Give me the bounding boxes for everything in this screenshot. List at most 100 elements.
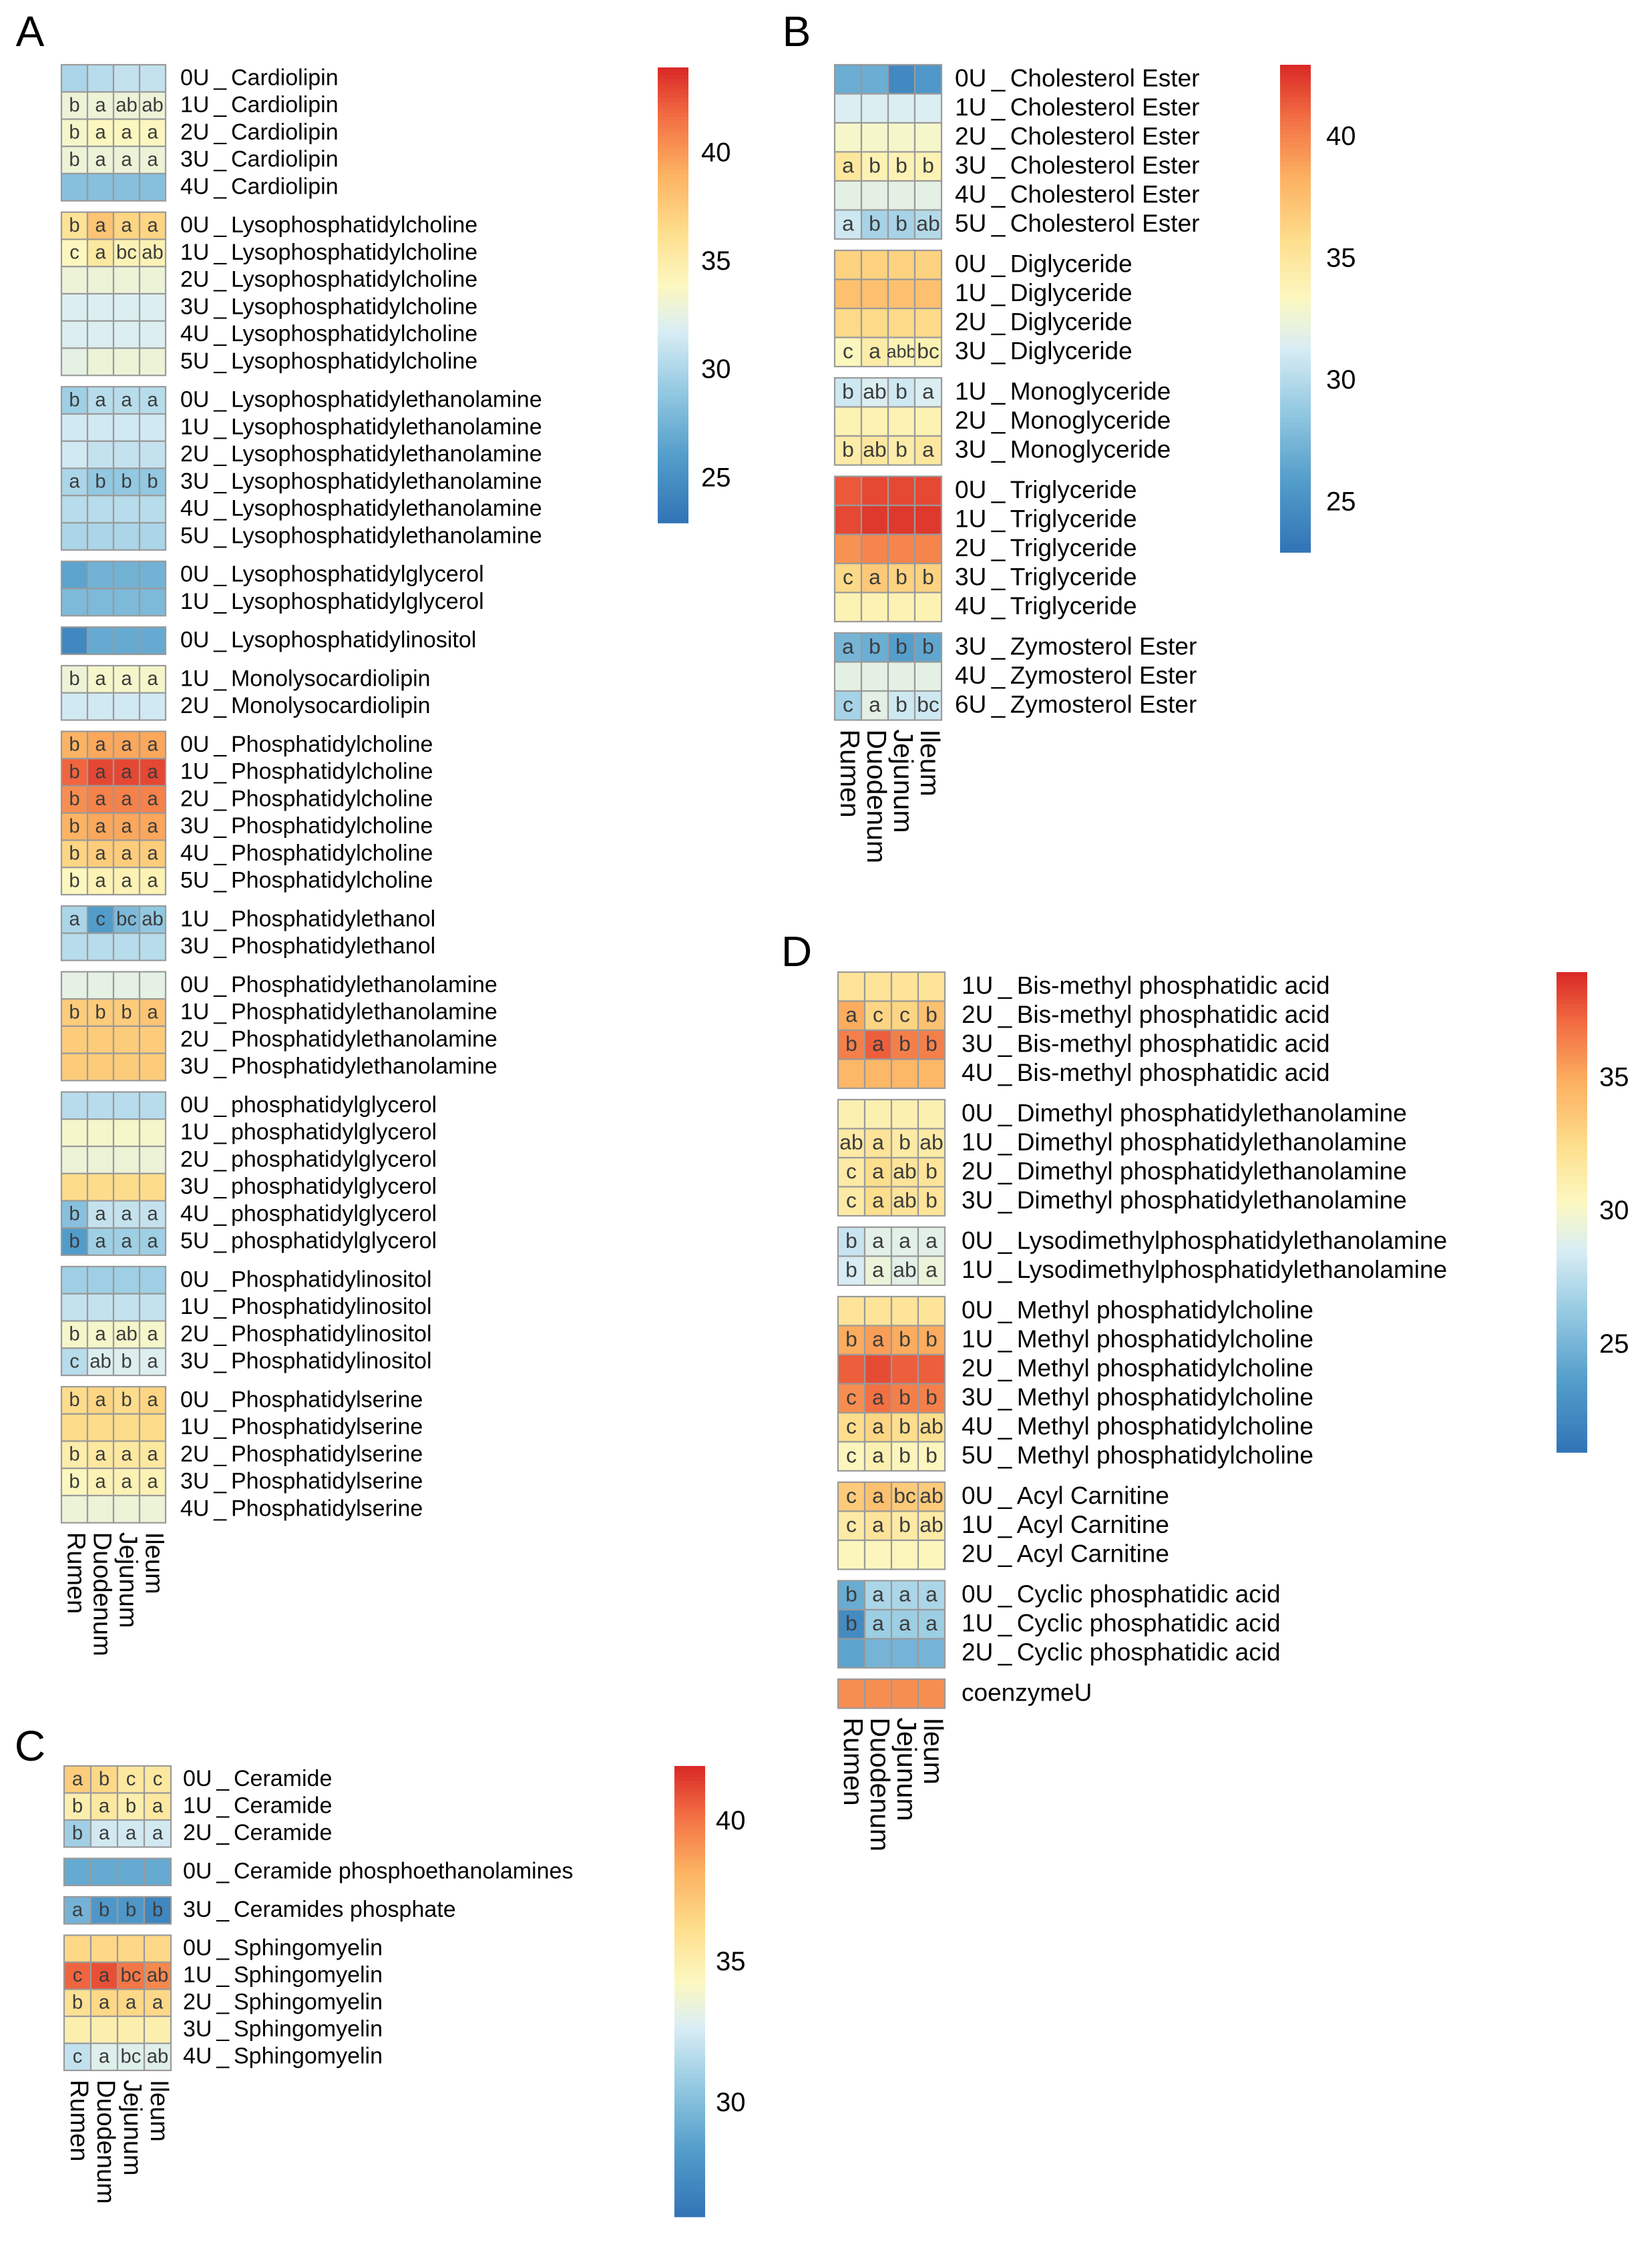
- colorbar-slice: [658, 162, 688, 167]
- significance-letter: b: [899, 1513, 911, 1537]
- heatmap-cell: [913, 122, 943, 153]
- significance-letter: c: [873, 1003, 883, 1027]
- heatmap-cell: [913, 406, 943, 437]
- heatmap-cell: [112, 172, 141, 202]
- heatmap-cell: [917, 1383, 946, 1414]
- row-label: 1U _ Sphingomyelin: [183, 1962, 383, 1988]
- colorbar-slice: [674, 2130, 705, 2135]
- heatmap-cell: [143, 1934, 172, 1964]
- heatmap-cell: [112, 1494, 141, 1524]
- significance-letter: a: [147, 1204, 158, 1225]
- colorbar-slice: [674, 1931, 705, 1936]
- heatmap-cell: [116, 2015, 146, 2044]
- heatmap-row: c a b b 5U _ Methyl phosphatidylcholine: [837, 1441, 1313, 1472]
- heatmap-cell: [863, 1098, 893, 1130]
- heatmap-cell: [143, 1988, 172, 2018]
- heatmap-cell: [60, 413, 89, 442]
- significance-letter: a: [121, 389, 132, 411]
- colorbar-slice: [1557, 975, 1587, 981]
- heatmap-cell: [112, 266, 141, 295]
- colorbar-slice: [1280, 446, 1311, 451]
- colorbar-slice: [1280, 300, 1311, 305]
- heatmap-row: b a a a 0U _ Lysophosphatidylethanolamine: [60, 386, 542, 415]
- heatmap-row: 0U _ Lysophosphatidylglycerol: [60, 560, 484, 590]
- significance-letter: c: [73, 2046, 83, 2067]
- colorbar-slice: [674, 2025, 705, 2030]
- heatmap-cell: [63, 1934, 92, 1964]
- heatmap-cell: [112, 238, 141, 268]
- colorbar-slice: [674, 1863, 705, 1868]
- colorbar-slice: [658, 120, 688, 126]
- heatmap-cell: [860, 122, 889, 153]
- significance-letter: b: [69, 95, 79, 116]
- heatmap-row: b a a a 2U _ Phosphatidylserine: [60, 1440, 423, 1470]
- significance-letter: bc: [116, 242, 137, 264]
- heatmap-cell: [60, 266, 89, 295]
- heatmap-cell: [138, 172, 167, 202]
- heatmap-cell: [890, 1638, 919, 1669]
- significance-letter: b: [69, 1204, 79, 1225]
- colorbar-slice: [674, 2055, 705, 2060]
- heatmap-cell: [89, 1934, 119, 1964]
- heatmap-cell: [917, 1058, 946, 1090]
- heatmap-row: ab a b ab 1U _ Dimethyl phosphatidylethanola…: [837, 1128, 1407, 1159]
- colorbar-slice: [1280, 523, 1311, 529]
- heatmap-row: a c bc ab 1U _ Phosphatidylethanol: [60, 905, 435, 934]
- row-label: 2U _ Phosphatidylserine: [180, 1441, 423, 1467]
- heatmap-cell: [860, 307, 889, 339]
- colorbar-slice: [1280, 483, 1311, 488]
- heatmap-cell: [887, 533, 916, 565]
- heatmap-cell: [833, 592, 863, 623]
- colorbar-slice: [1557, 1096, 1587, 1101]
- colorbar-slice: [674, 2194, 705, 2199]
- heatmap-cell: [60, 1052, 89, 1082]
- significance-letter: c: [846, 1414, 857, 1438]
- colorbar-slice: [1280, 426, 1311, 431]
- heatmap-cell: [913, 63, 943, 95]
- significance-letter: a: [72, 1899, 83, 1921]
- significance-letter: c: [843, 339, 853, 363]
- colorbar-slice: [658, 170, 688, 174]
- significance-letter: a: [845, 1003, 857, 1027]
- colorbar-slice: [1280, 105, 1311, 110]
- heatmap-cell: [138, 521, 167, 551]
- heatmap-cell: [837, 971, 866, 1002]
- column-label: Duodenum: [865, 1718, 895, 1852]
- row-label: 1U _ Methyl phosphatidylcholine: [962, 1325, 1313, 1353]
- colorbar-slice: [658, 515, 688, 520]
- heatmap-cell: [887, 63, 916, 95]
- colorbar-slice: [1280, 341, 1311, 346]
- significance-letter: b: [72, 1795, 83, 1817]
- colorbar-slice: [1280, 206, 1311, 212]
- colorbar-slice: [1280, 507, 1311, 512]
- heatmap-cell: [60, 626, 89, 656]
- heatmap-cell: [863, 1580, 893, 1611]
- heatmap-cell: [60, 971, 89, 1000]
- significance-letter: a: [872, 1327, 884, 1351]
- significance-letter: b: [895, 437, 907, 461]
- heatmap-row: 2U _ Monolysocardiolipin: [60, 692, 431, 721]
- significance-letter: a: [95, 1471, 106, 1492]
- colorbar-slice: [674, 2137, 705, 2143]
- heatmap-cell: [60, 440, 89, 469]
- colorbar-slice: [658, 390, 688, 395]
- colorbar-slice: [674, 1811, 705, 1815]
- colorbar-slice: [658, 473, 688, 478]
- colorbar-slice: [1280, 418, 1311, 423]
- heatmap-row: 0U _ Ceramide phosphoethanolamines: [63, 1857, 573, 1887]
- row-label: 0U _ Phosphatidylinositol: [180, 1267, 432, 1292]
- heatmap-cell: [63, 1895, 92, 1925]
- colorbar-slice: [1280, 114, 1311, 118]
- colorbar-slice: [674, 1875, 705, 1879]
- heatmap-cell: [917, 1608, 946, 1640]
- heatmap-row: b a a a 5U _ Phosphatidylcholine: [60, 867, 433, 896]
- colorbar-slice: [1557, 1312, 1587, 1317]
- colorbar-slice: [658, 379, 688, 383]
- significance-letter: a: [95, 122, 106, 144]
- colorbar-slice: [1557, 983, 1587, 989]
- heatmap-cell: [112, 467, 141, 497]
- significance-letter: b: [126, 1899, 136, 1921]
- colorbar-slice: [1280, 89, 1311, 94]
